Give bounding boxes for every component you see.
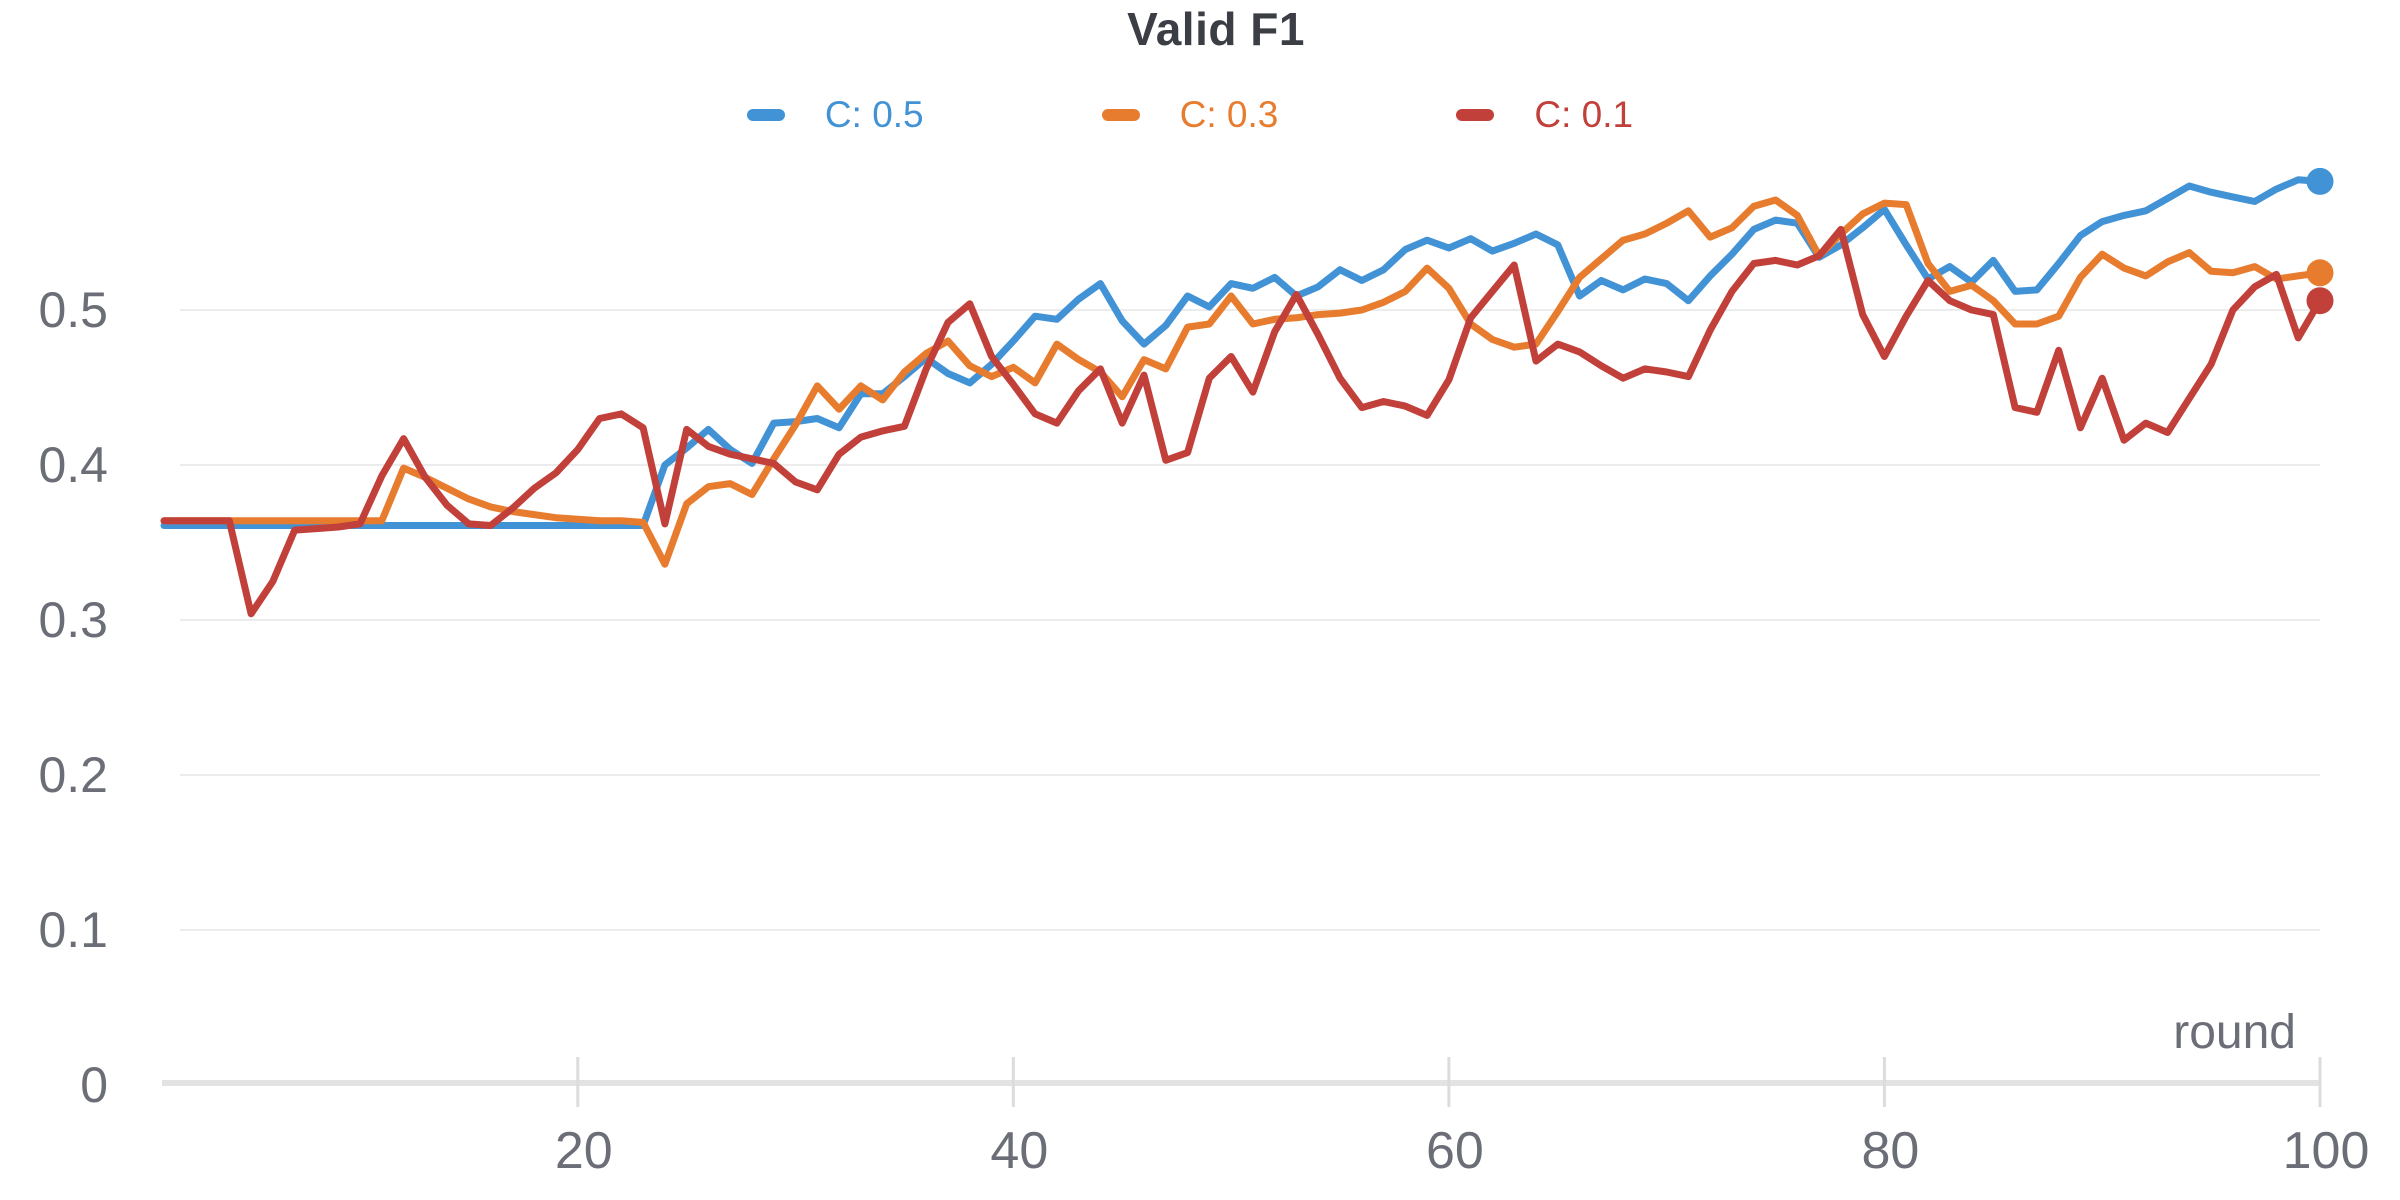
legend-swatch-icon: [1101, 109, 1140, 121]
legend-swatch-icon: [746, 109, 785, 121]
x-axis-title: round: [2173, 1006, 2296, 1059]
y-tick-label: 0: [80, 1057, 108, 1113]
legend-label: C: 0.3: [1179, 94, 1279, 135]
legend-item-c-0.3[interactable]: C: 0.3: [1101, 94, 1279, 136]
legend-item-c-0.5[interactable]: C: 0.5: [746, 94, 924, 136]
end-point-dot: [2306, 167, 2334, 195]
end-point-dot: [2306, 259, 2334, 287]
y-tick-label: 0.4: [38, 437, 108, 493]
x-tick-label: 100: [2283, 1122, 2370, 1180]
end-point-dot: [2306, 287, 2334, 315]
y-tick-label: 0.2: [38, 747, 108, 803]
legend-label: C: 0.5: [824, 94, 924, 135]
x-tick-label: 60: [1426, 1122, 1484, 1180]
axis-labels: 0 0.1 0.2 0.3 0.4 0.5 20 40 60 80 100: [38, 282, 2369, 1180]
y-tick-label: 0.5: [38, 282, 108, 338]
chart-title: Valid F1: [1127, 3, 1305, 55]
legend-item-c-0.1[interactable]: C: 0.1: [1456, 94, 1633, 136]
gridlines: [162, 309, 2320, 1086]
axis-ticks: [576, 1057, 2322, 1107]
legend: C: 0.5 C: 0.3 C: 0.1: [0, 94, 2380, 136]
x-tick-label: 40: [990, 1122, 1048, 1180]
legend-label: C: 0.1: [1534, 94, 1634, 135]
x-tick-label: 20: [555, 1122, 613, 1180]
series-line-c0.1: [160, 225, 2324, 618]
y-tick-label: 0.3: [38, 592, 108, 648]
legend-swatch-icon: [1456, 109, 1495, 121]
series-line-c0.3: [160, 196, 2324, 568]
series-line-c0.5: [160, 176, 2324, 529]
y-tick-label: 0.1: [38, 902, 108, 958]
series-lines: [160, 167, 2334, 618]
x-tick-label: 80: [1862, 1122, 1920, 1180]
